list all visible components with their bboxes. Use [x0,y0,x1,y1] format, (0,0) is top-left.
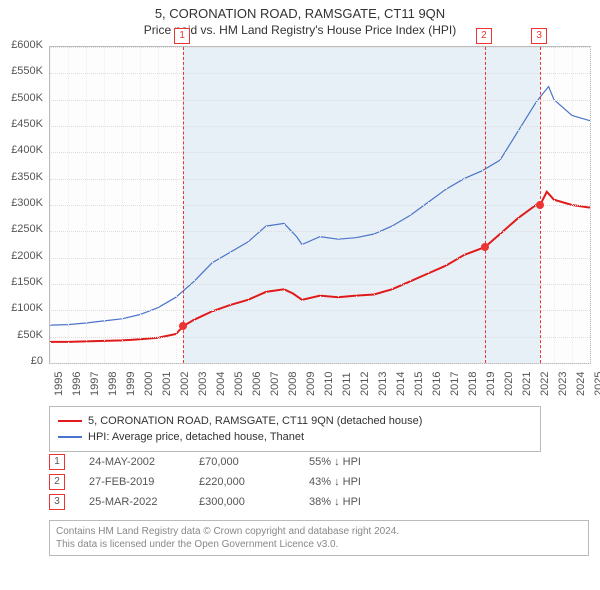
tx-price: £70,000 [199,456,309,468]
x-tick-label: 1999 [125,372,137,396]
chart-legend: 5, CORONATION ROAD, RAMSGATE, CT11 9QN (… [49,406,541,452]
chart-footer: Contains HM Land Registry data © Crown c… [49,520,589,556]
x-tick-label: 2004 [215,372,227,396]
chart-plot-area [49,46,591,364]
tx-vs-hpi: 43% ↓ HPI [309,476,429,488]
tx-row: 1 24-MAY-2002£70,00055% ↓ HPI [49,452,429,472]
y-tick-label: £600K [0,39,43,51]
tx-date: 27-FEB-2019 [89,476,199,488]
x-tick-label: 2020 [503,372,515,396]
x-tick-label: 2021 [521,372,533,396]
transaction-table: 1 24-MAY-2002£70,00055% ↓ HPI 2 27-FEB-2019… [49,452,429,512]
tx-row-num: 1 [49,454,65,470]
tx-row-num: 3 [49,494,65,510]
tx-marker-line [183,47,184,363]
legend-label: HPI: Average price, detached house, Than… [88,431,304,443]
tx-price: £220,000 [199,476,309,488]
legend-swatch [58,436,82,438]
tx-marker-box: 3 [531,28,547,44]
tx-row: 3 25-MAR-2022£300,00038% ↓ HPI [49,492,429,512]
legend-swatch [58,420,82,422]
tx-date: 24-MAY-2002 [89,456,199,468]
x-tick-label: 2010 [323,372,335,396]
x-tick-label: 2002 [179,372,191,396]
x-tick-label: 1997 [89,372,101,396]
y-tick-label: £450K [0,118,43,130]
x-tick-label: 2001 [161,372,173,396]
x-tick-label: 2023 [557,372,569,396]
tx-date: 25-MAR-2022 [89,496,199,508]
y-tick-label: £500K [0,92,43,104]
tx-marker-box: 2 [476,28,492,44]
x-tick-label: 2017 [449,372,461,396]
x-tick-label: 2011 [341,372,353,396]
y-tick-label: £200K [0,250,43,262]
y-tick-label: £350K [0,171,43,183]
x-tick-label: 1996 [71,372,83,396]
x-tick-label: 2000 [143,372,155,396]
x-tick-label: 2013 [377,372,389,396]
y-tick-label: £50K [0,329,43,341]
x-tick-label: 2009 [305,372,317,396]
legend-item: HPI: Average price, detached house, Than… [58,429,532,445]
x-tick-label: 2022 [539,372,551,396]
footer-line-2: This data is licensed under the Open Gov… [56,538,582,551]
chart-subtitle: Price paid vs. HM Land Registry's House … [0,21,600,41]
x-tick-label: 2015 [413,372,425,396]
x-tick-label: 2012 [359,372,371,396]
x-tick-label: 2007 [269,372,281,396]
tx-price: £300,000 [199,496,309,508]
x-tick-label: 2019 [485,372,497,396]
x-tick-label: 2006 [251,372,263,396]
legend-label: 5, CORONATION ROAD, RAMSGATE, CT11 9QN (… [88,415,422,427]
tx-marker-line [485,47,486,363]
tx-vs-hpi: 38% ↓ HPI [309,496,429,508]
chart-title: 5, CORONATION ROAD, RAMSGATE, CT11 9QN [0,0,600,21]
tx-marker-box: 1 [174,28,190,44]
tx-row-num: 2 [49,474,65,490]
tx-vs-hpi: 55% ↓ HPI [309,456,429,468]
x-tick-label: 2005 [233,372,245,396]
x-tick-label: 1995 [53,372,65,396]
x-tick-label: 2025 [593,372,600,396]
y-tick-label: £400K [0,144,43,156]
y-tick-label: £0 [0,355,43,367]
tx-point [536,201,544,209]
tx-row: 2 27-FEB-2019£220,00043% ↓ HPI [49,472,429,492]
tx-point [481,243,489,251]
x-tick-label: 1998 [107,372,119,396]
y-tick-label: £100K [0,302,43,314]
x-tick-label: 2003 [197,372,209,396]
y-tick-label: £550K [0,65,43,77]
x-tick-label: 2016 [431,372,443,396]
x-tick-label: 2024 [575,372,587,396]
y-tick-label: £250K [0,223,43,235]
footer-line-1: Contains HM Land Registry data © Crown c… [56,525,582,538]
tx-point [179,322,187,330]
x-tick-label: 2008 [287,372,299,396]
y-tick-label: £150K [0,276,43,288]
x-tick-label: 2018 [467,372,479,396]
y-tick-label: £300K [0,197,43,209]
x-tick-label: 2014 [395,372,407,396]
legend-item: 5, CORONATION ROAD, RAMSGATE, CT11 9QN (… [58,413,532,429]
